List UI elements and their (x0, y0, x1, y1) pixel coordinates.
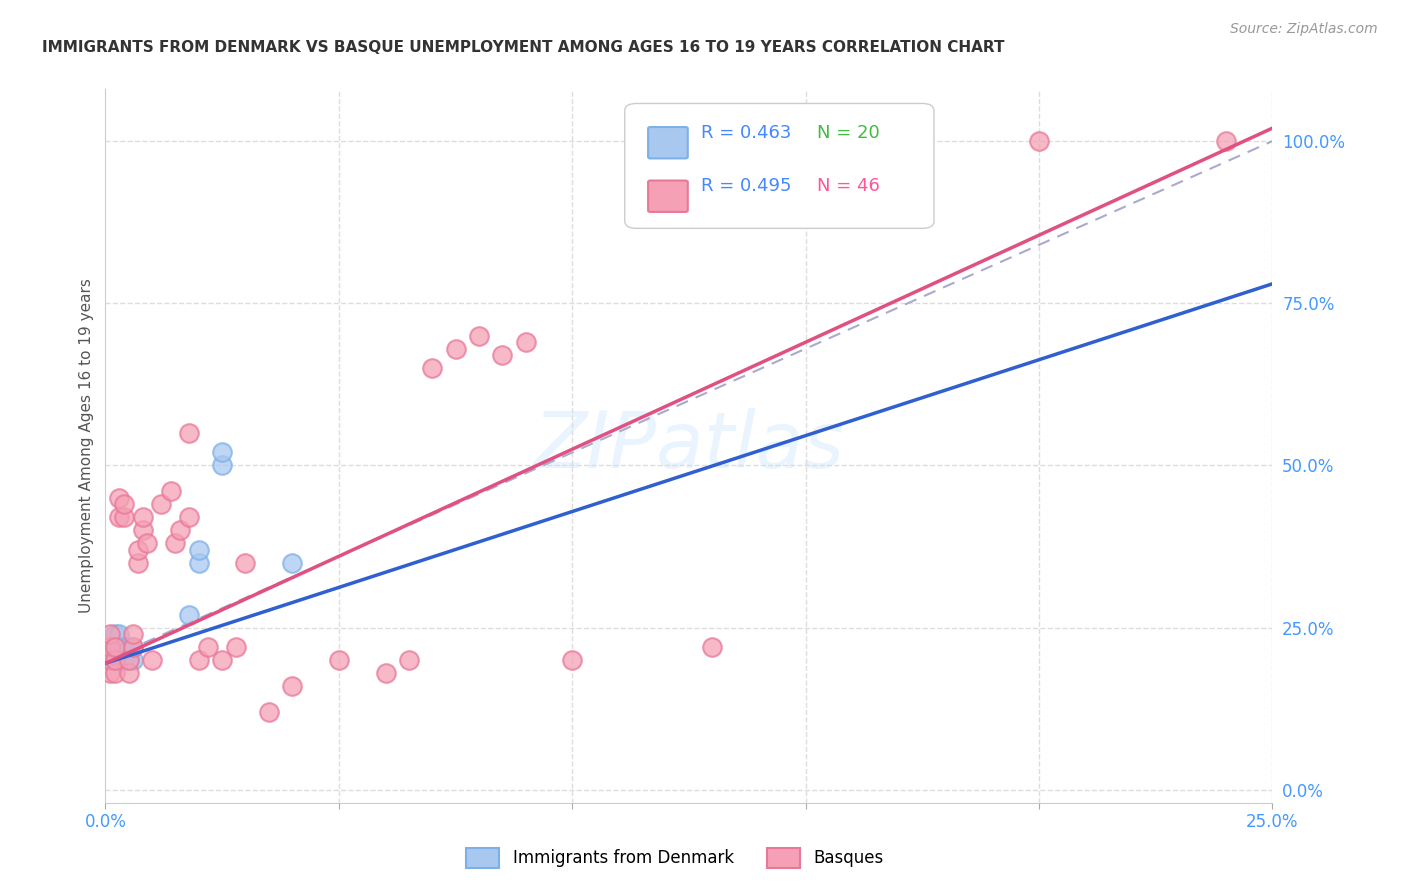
Point (108, 491, 131, 505)
Point (179, 425, 201, 440)
Legend: Immigrants from Denmark, Basques: Immigrants from Denmark, Basques (460, 841, 890, 875)
Point (98, 640, 121, 654)
Point (108, 627, 131, 641)
Point (104, 666, 127, 681)
Point (118, 653, 141, 667)
FancyBboxPatch shape (648, 127, 688, 159)
Text: ZIPatlas: ZIPatlas (533, 408, 845, 484)
Point (374, 666, 396, 681)
Point (136, 536, 159, 550)
Point (98, 653, 121, 667)
Point (98, 653, 121, 667)
Point (561, 653, 583, 667)
Point (702, 640, 724, 654)
Point (211, 445, 233, 459)
Point (98, 666, 121, 681)
Point (141, 653, 163, 667)
Point (104, 640, 127, 654)
Point (468, 328, 491, 343)
Point (187, 556, 209, 570)
Point (235, 556, 257, 570)
Text: N = 20: N = 20 (817, 124, 880, 142)
FancyBboxPatch shape (648, 180, 688, 212)
Point (169, 524, 191, 538)
Text: R = 0.495: R = 0.495 (700, 177, 792, 194)
Point (1215, 134, 1237, 148)
Point (108, 510, 131, 524)
Text: IMMIGRANTS FROM DENMARK VS BASQUE UNEMPLOYMENT AMONG AGES 16 TO 19 YEARS CORRELA: IMMIGRANTS FROM DENMARK VS BASQUE UNEMPL… (42, 40, 1005, 55)
Point (122, 627, 145, 641)
Point (281, 679, 304, 693)
Point (112, 640, 135, 654)
Point (122, 640, 145, 654)
Point (122, 640, 145, 654)
Point (257, 705, 280, 719)
Point (98, 640, 121, 654)
Point (150, 497, 173, 511)
Point (187, 653, 209, 667)
Point (515, 335, 537, 350)
Point (118, 640, 141, 654)
Point (118, 666, 141, 681)
Point (132, 524, 155, 538)
Point (281, 556, 304, 570)
Point (179, 510, 201, 524)
Point (328, 653, 350, 667)
Y-axis label: Unemployment Among Ages 16 to 19 years: Unemployment Among Ages 16 to 19 years (79, 278, 94, 614)
Point (1028, 134, 1050, 148)
Point (398, 653, 420, 667)
Point (112, 510, 135, 524)
Text: N = 46: N = 46 (817, 177, 880, 194)
Point (420, 361, 443, 376)
Point (165, 536, 187, 550)
Point (127, 542, 149, 557)
Point (197, 640, 219, 654)
Point (127, 556, 149, 570)
Point (108, 640, 131, 654)
Point (491, 348, 513, 362)
Point (104, 653, 127, 667)
Point (98, 627, 121, 641)
Point (211, 653, 233, 667)
Point (112, 653, 135, 667)
Point (108, 653, 131, 667)
Point (187, 542, 209, 557)
FancyBboxPatch shape (624, 103, 934, 228)
Point (118, 653, 141, 667)
Point (179, 607, 201, 622)
Text: Source: ZipAtlas.com: Source: ZipAtlas.com (1230, 22, 1378, 37)
Point (112, 497, 135, 511)
Point (104, 653, 127, 667)
Point (122, 653, 145, 667)
Point (225, 640, 247, 654)
Point (159, 484, 181, 499)
Point (104, 627, 127, 641)
Text: R = 0.463: R = 0.463 (700, 124, 792, 142)
Point (104, 640, 127, 654)
Point (211, 458, 233, 473)
Point (444, 342, 467, 356)
Point (132, 510, 155, 524)
